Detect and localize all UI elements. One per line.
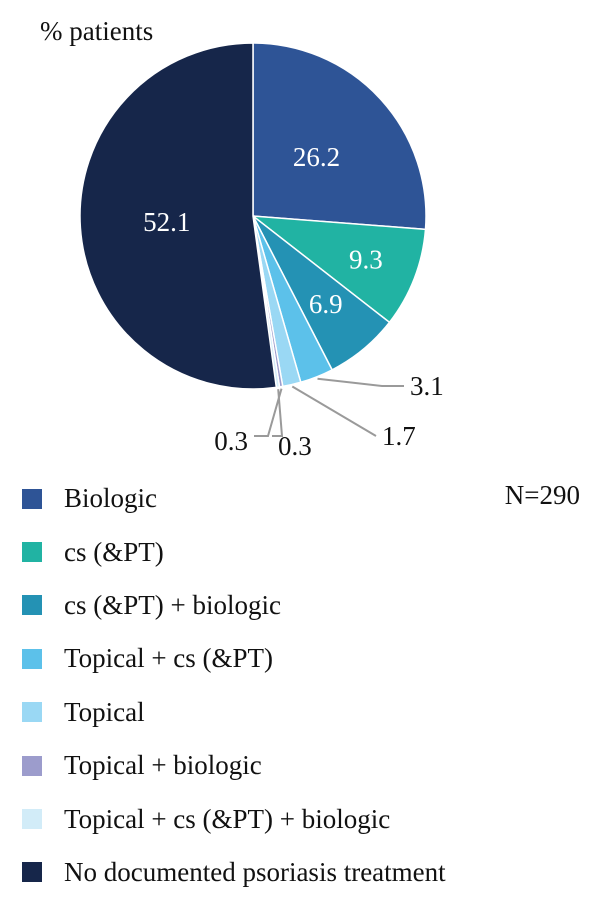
legend-label-cs-pt-biologic: cs (&PT) + biologic <box>64 589 281 620</box>
pie-chart: 26.2 9.36.9 3.1 1.7 0.3 0.3 52.1 <box>79 42 444 461</box>
pie-slice-biologic <box>252 42 427 231</box>
legend-swatch-no-treatment <box>22 862 42 883</box>
value-label-topical: 1.7 <box>382 421 416 451</box>
y-axis-label: % patients <box>40 16 154 46</box>
value-label-biologic: 26.2 <box>293 142 340 172</box>
legend-swatch-cs-pt <box>22 542 42 563</box>
legend-label-no-treatment: No documented psoriasis treatment <box>64 856 446 887</box>
pie-slice-no-documented-psoriasis-treatment <box>79 42 278 390</box>
legend-swatch-topical-biologic <box>22 755 42 776</box>
value-label-topical-biologic: 0.3 <box>214 426 248 456</box>
legend-item-biologic: Biologic <box>22 472 582 525</box>
legend-swatch-topical-cs-pt <box>22 648 42 669</box>
value-label-cs-pt-biologic: 6.9 <box>309 289 343 319</box>
legend-item-topical: Topical <box>22 686 582 739</box>
legend-label-topical-biologic: Topical + biologic <box>64 750 262 781</box>
value-label-topical-cs-pt-biologic: 0.3 <box>278 431 312 461</box>
legend-swatch-biologic <box>22 488 42 509</box>
legend-label-cs-pt: cs (&PT) <box>64 536 164 567</box>
legend-label-biologic: Biologic <box>64 483 157 514</box>
legend-item-topical-cs-pt-biologic: Topical + cs (&PT) + biologic <box>22 792 582 845</box>
legend-label-topical-cs-pt-biologic: Topical + cs (&PT) + biologic <box>64 803 391 834</box>
pie-slice-cs-pt <box>250 215 427 324</box>
legend-item-cs-pt: cs (&PT) <box>22 525 582 578</box>
sample-size-annotation: N=290 <box>504 480 580 510</box>
legend-swatch-cs-pt-biologic <box>22 595 42 616</box>
legend-item-no-treatment: No documented psoriasis treatment <box>22 846 582 899</box>
legend-item-topical-cs-pt: Topical + cs (&PT) <box>22 632 582 685</box>
legend-item-topical-biologic: Topical + biologic <box>22 739 582 792</box>
leader-line-topical-biologic <box>254 388 283 437</box>
legend-swatch-topical <box>22 702 42 723</box>
legend-label-topical-cs-pt: Topical + cs (&PT) <box>64 643 274 674</box>
leader-line-topical-cs-pt <box>317 377 404 387</box>
value-label-cs-pt: 9.3 <box>349 245 383 275</box>
legend: Biologic cs (&PT) cs (&PT) + biologic To… <box>22 472 582 899</box>
value-label-topical-cs-pt: 3.1 <box>410 371 444 401</box>
leader-line-topical-cs-pt-biologic <box>272 389 284 437</box>
legend-item-cs-pt-biologic: cs (&PT) + biologic <box>22 579 582 632</box>
leader-line-topical <box>291 385 377 437</box>
legend-label-topical: Topical <box>64 696 145 727</box>
value-label-no-documented-psoriasis-treatment: 52.1 <box>143 207 190 237</box>
legend-swatch-topical-cs-pt-biologic <box>22 809 42 830</box>
